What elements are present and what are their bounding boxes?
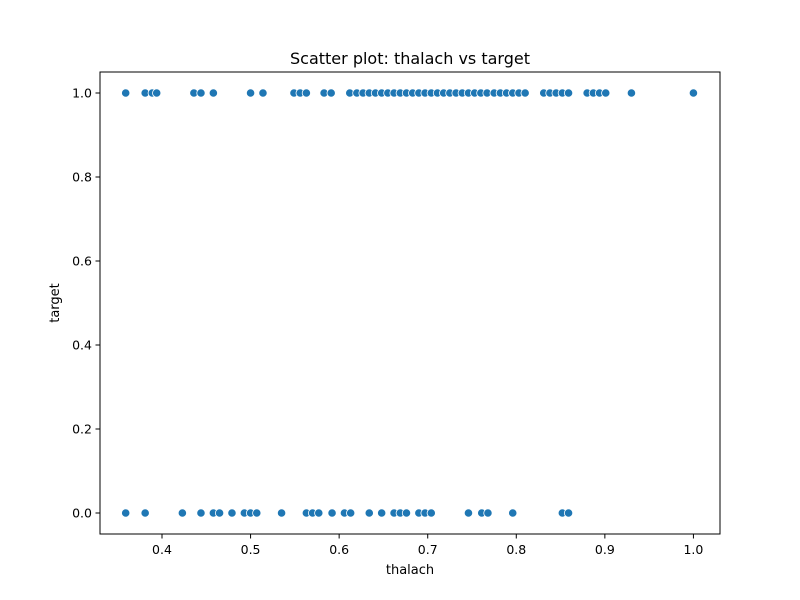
data-point <box>563 508 574 518</box>
data-point <box>426 508 436 518</box>
y-tick-label: 0.6 <box>72 254 92 269</box>
x-axis-ticks: 0.4 0.5 0.6 0.7 0.8 0.9 1.0 <box>152 534 703 557</box>
x-tick-label: 0.8 <box>506 542 526 557</box>
data-point <box>258 88 268 98</box>
data-point <box>196 88 206 98</box>
y-tick-label: 0.2 <box>72 422 92 437</box>
data-point <box>214 508 225 518</box>
y-tick-label: 0.4 <box>72 338 92 353</box>
data-point <box>140 508 150 518</box>
x-tick-label: 0.6 <box>329 542 349 557</box>
y-tick-label: 0.0 <box>72 506 92 521</box>
data-point <box>276 508 287 518</box>
data-point <box>121 88 131 98</box>
data-point <box>463 508 474 518</box>
data-point <box>520 88 530 98</box>
x-tick-label: 1.0 <box>683 542 703 557</box>
data-point <box>196 508 206 518</box>
data-point <box>508 508 518 518</box>
x-tick-label: 0.5 <box>241 542 261 557</box>
x-axis-label: thalach <box>386 563 434 578</box>
x-tick-label: 0.9 <box>595 542 615 557</box>
data-point <box>177 508 187 518</box>
plot-area-frame <box>99 71 721 535</box>
y-axis-ticks: 0.0 0.2 0.4 0.6 0.8 1.0 <box>72 86 100 521</box>
data-point <box>483 508 493 518</box>
data-point <box>401 508 412 518</box>
data-point <box>377 508 387 518</box>
data-point <box>626 88 637 98</box>
data-point <box>563 88 574 98</box>
x-tick-label: 0.4 <box>152 542 172 557</box>
chart-title: Scatter plot: thalach vs target <box>290 49 530 68</box>
data-point <box>152 88 162 98</box>
data-points <box>121 88 699 518</box>
data-point <box>314 508 324 518</box>
data-point <box>301 88 311 98</box>
data-point <box>252 508 262 518</box>
data-point <box>688 88 699 98</box>
data-point <box>208 88 218 98</box>
data-point <box>364 508 374 518</box>
y-tick-label: 1.0 <box>72 86 92 101</box>
x-tick-label: 0.7 <box>418 542 438 557</box>
data-point <box>327 508 337 518</box>
data-point <box>346 508 356 518</box>
data-point <box>245 88 256 98</box>
data-point <box>227 508 237 518</box>
data-point <box>601 88 611 98</box>
data-point <box>326 88 336 98</box>
y-axis-label: target <box>48 283 63 323</box>
y-tick-label: 0.8 <box>72 170 92 185</box>
data-point <box>121 508 131 518</box>
